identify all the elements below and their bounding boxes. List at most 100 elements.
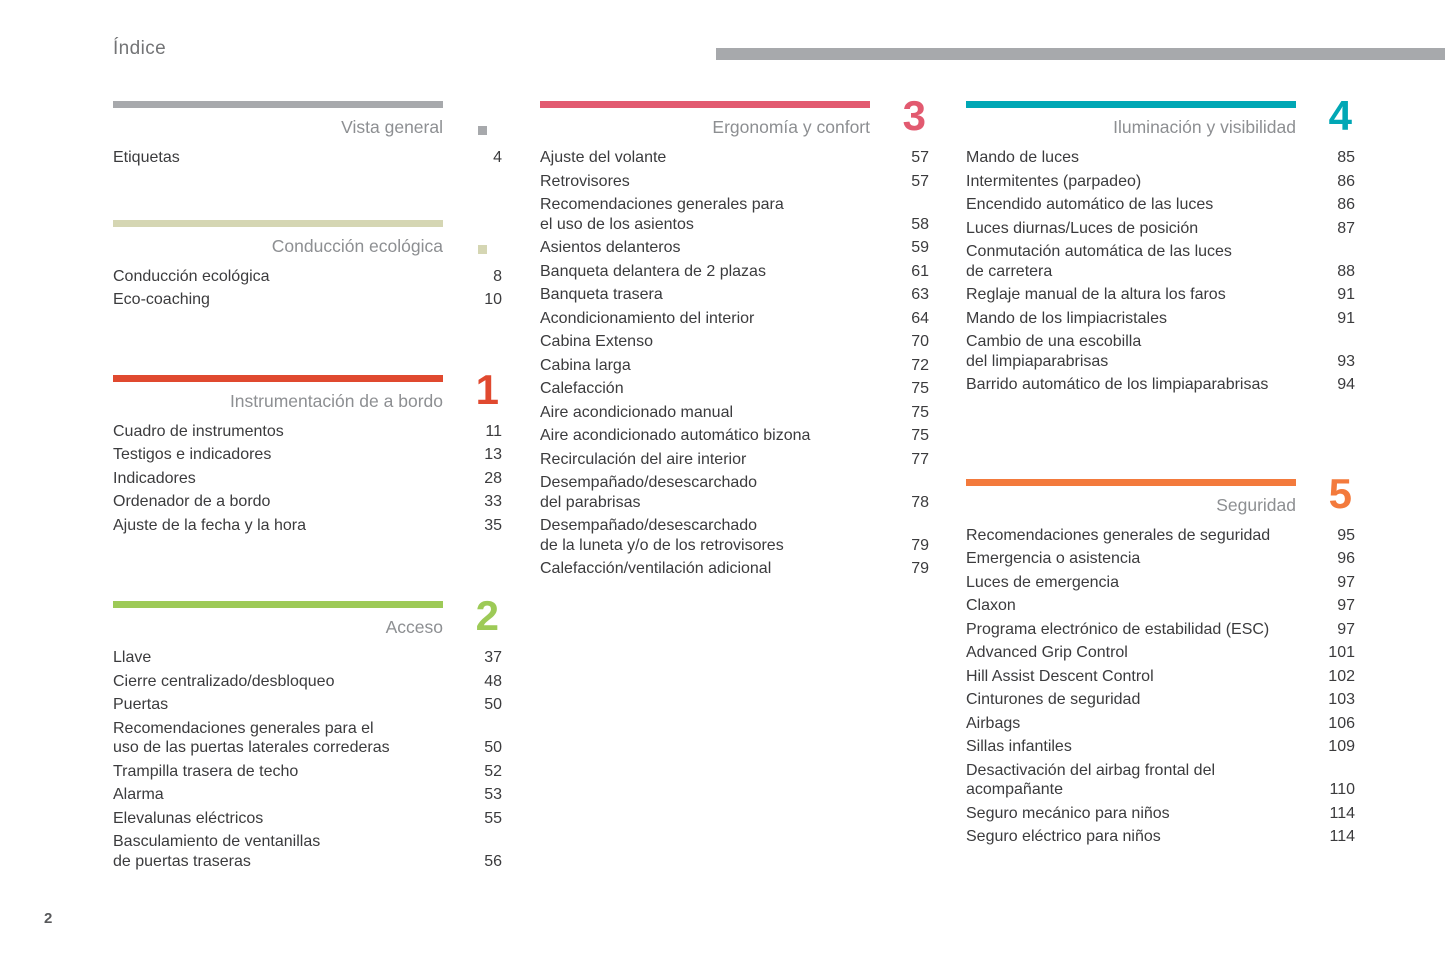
toc-entry[interactable]: Cierre centralizado/desbloqueo 48 [113, 672, 502, 692]
toc-entry[interactable]: Cabina Extenso 70 [540, 332, 929, 352]
toc-entry[interactable]: Ajuste del volante 57 [540, 148, 929, 168]
toc-entry[interactable]: Advanced Grip Control 101 [966, 643, 1355, 663]
toc-entry[interactable]: Hill Assist Descent Control 102 [966, 667, 1355, 687]
toc-entry[interactable]: Calefacción 75 [540, 379, 929, 399]
toc-entry[interactable]: Basculamiento de ventanillas de puertas … [113, 832, 502, 871]
toc-entry[interactable]: Banqueta delantera de 2 plazas 61 [540, 262, 929, 282]
toc-entry[interactable]: Mando de luces 85 [966, 148, 1355, 168]
toc-column: 3 Ergonomía y confort Ajuste del volante 57… [540, 95, 929, 583]
toc-section: 4 Iluminación y visibilidad Mando de luces… [966, 95, 1355, 395]
toc-entry[interactable]: Conmutación automática de las luces de c… [966, 242, 1355, 281]
toc-entry[interactable]: Puertas 50 [113, 695, 502, 715]
toc-entry[interactable]: Conducción ecológica 8 [113, 267, 502, 287]
toc-entry[interactable]: Banqueta trasera 63 [540, 285, 929, 305]
toc-entry[interactable]: Aire acondicionado manual 75 [540, 403, 929, 423]
entry-label: Airbags [966, 714, 1021, 732]
toc-entry[interactable]: Luces diurnas/Luces de posición 87 [966, 219, 1355, 239]
toc-entry[interactable]: Seguro mecánico para niños 114 [966, 804, 1355, 824]
toc-entry[interactable]: Acondicionamiento del interior 64 [540, 309, 929, 329]
toc-entry[interactable]: Alarma 53 [113, 785, 502, 805]
toc-entry[interactable]: Cambio de una escobilla del limpiaparabr… [966, 332, 1355, 371]
toc-entry[interactable]: Cinturones de seguridad 103 [966, 690, 1355, 710]
entry-label: Hill Assist Descent Control [966, 667, 1154, 685]
toc-entry[interactable]: Cuadro de instrumentos 11 [113, 422, 502, 442]
entry-label: Etiquetas [113, 149, 180, 166]
entry-label: Puertas [113, 696, 169, 713]
section-title: Conducción ecológica [271, 235, 443, 256]
entry-label: Intermitentes (parpadeo) [966, 172, 1142, 190]
toc-entry[interactable]: Sillas infantiles 109 [966, 737, 1355, 757]
toc-entry[interactable]: Mando de los limpiacristales 91 [966, 309, 1355, 329]
toc-entry[interactable]: Desactivación del airbag frontal del aco… [966, 761, 1355, 800]
entry-label: Asientos delanteros [540, 239, 681, 256]
entry-label: Luces de emergencia [966, 573, 1119, 591]
section-bar [113, 101, 443, 108]
entry-label: Aire acondicionado automático bizona [540, 427, 811, 444]
entry-label: Desempañado/desescarchado del parabrisas [540, 474, 758, 511]
section-number: 4 [1328, 92, 1352, 139]
section-bar [113, 601, 443, 608]
entry-label: Sillas infantiles [966, 738, 1072, 755]
toc-entry[interactable]: Intermitentes (parpadeo) 86 [966, 172, 1355, 192]
entry-page-number: 8 [493, 267, 502, 285]
toc-entry[interactable]: Recomendaciones generales para el uso de… [540, 195, 929, 234]
entry-page-number: 106 [1328, 714, 1355, 732]
entry-label: Cabina larga [540, 356, 631, 374]
toc-entry[interactable]: Barrido automático de los limpiaparabris… [966, 375, 1355, 395]
entry-label: Desactivación del airbag frontal del aco… [966, 761, 1216, 799]
entry-label: Banqueta delantera de 2 plazas [540, 262, 766, 280]
toc-entry-list: Ajuste del volante 57 Retrovisores 57 Recome… [540, 148, 929, 579]
entry-label: Conmutación automática de las luces de c… [966, 243, 1232, 280]
toc-entry[interactable]: Ajuste de la fecha y la hora 35 [113, 516, 502, 536]
toc-entry[interactable]: Ordenador de a bordo 33 [113, 492, 502, 512]
toc-entry[interactable]: Aire acondicionado automático bizona 75 [540, 426, 929, 446]
toc-entry[interactable]: Eco-coaching 10 [113, 290, 502, 310]
toc-entry[interactable]: Elevalunas eléctricos 55 [113, 809, 502, 829]
toc-entry[interactable]: Cabina larga 72 [540, 356, 929, 376]
toc-entry[interactable]: Testigos e indicadores 13 [113, 445, 502, 465]
entry-page-number: 63 [911, 286, 929, 303]
toc-entry[interactable]: Calefacción/ventilación adicional 79 [540, 559, 929, 579]
entry-label: Cuadro de instrumentos [113, 422, 284, 440]
entry-page-number: 35 [484, 516, 502, 534]
entry-page-number: 50 [484, 739, 502, 756]
toc-entry[interactable]: Claxon 97 [966, 596, 1355, 616]
toc-entry[interactable]: Reglaje manual de la altura los faros 91 [966, 285, 1355, 305]
toc-section: Conducción ecológica Conducción ecológica… [113, 219, 502, 310]
toc-entry-list: Conducción ecológica 8 Eco-coaching 10 [113, 267, 502, 310]
entry-page-number: 97 [1337, 597, 1355, 614]
entry-page-number: 28 [484, 469, 502, 487]
toc-entry[interactable]: Indicadores 28 [113, 469, 502, 489]
toc-entry[interactable]: Emergencia o asistencia 96 [966, 549, 1355, 569]
toc-section: 2 Acceso Llave 37 Cierre centralizado/desblo… [113, 595, 502, 871]
toc-section: 3 Ergonomía y confort Ajuste del volante 57… [540, 95, 929, 579]
entry-label: Trampilla trasera de techo [113, 762, 299, 780]
toc-entry[interactable]: Etiquetas 4 [113, 148, 502, 168]
entry-page-number: 79 [911, 560, 929, 577]
entry-page-number: 53 [484, 786, 502, 803]
toc-entry[interactable]: Recomendaciones generales de seguridad 95 [966, 526, 1355, 546]
toc-entry[interactable]: Desempañado/desescarchado del parabrisas… [540, 473, 929, 512]
toc-entry-list: Recomendaciones generales de seguridad 95… [966, 526, 1355, 847]
section-title: Iluminación y visibilidad [1113, 117, 1296, 137]
toc-entry[interactable]: Luces de emergencia 97 [966, 573, 1355, 593]
entry-label: Cambio de una escobilla del limpiaparabr… [966, 333, 1142, 370]
entry-label: Ajuste de la fecha y la hora [113, 516, 307, 534]
toc-entry[interactable]: Airbags 106 [966, 714, 1355, 734]
toc-entry[interactable]: Llave 37 [113, 648, 502, 668]
header-rule [716, 48, 1445, 60]
toc-entry[interactable]: Asientos delanteros 59 [540, 238, 929, 258]
entry-page-number: 114 [1329, 804, 1355, 822]
entry-label: Seguro mecánico para niños [966, 804, 1170, 822]
toc-entry[interactable]: Trampilla trasera de techo 52 [113, 762, 502, 782]
toc-entry[interactable]: Seguro eléctrico para niños 114 [966, 827, 1355, 847]
toc-entry[interactable]: Recirculación del aire interior 77 [540, 450, 929, 470]
toc-entry[interactable]: Recomendaciones generales para el uso de… [113, 719, 502, 758]
toc-entry[interactable]: Desempañado/desescarchado de la luneta y… [540, 516, 929, 555]
entry-page-number: 48 [484, 672, 502, 690]
toc-entry[interactable]: Programa electrónico de estabilidad (ESC… [966, 620, 1355, 640]
toc-entry[interactable]: Encendido automático de las luces 86 [966, 195, 1355, 215]
entry-page-number: 94 [1337, 376, 1355, 393]
toc-entry[interactable]: Retrovisores 57 [540, 172, 929, 192]
